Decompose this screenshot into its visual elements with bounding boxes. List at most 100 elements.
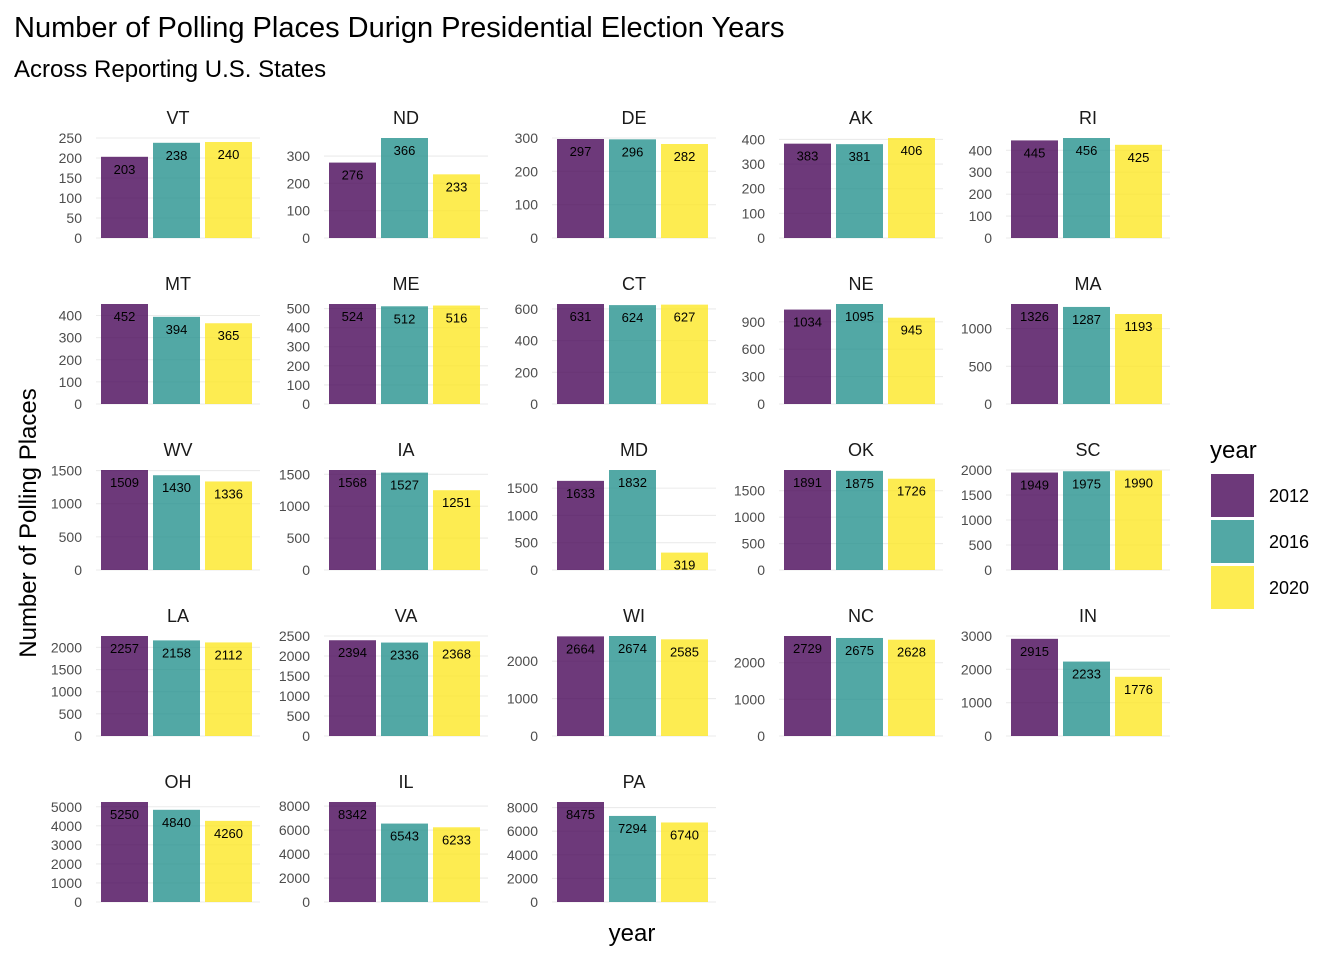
data-label: 282 xyxy=(674,149,696,164)
data-label: 627 xyxy=(674,310,696,325)
bar-2016 xyxy=(836,304,883,404)
y-tick-label: 600 xyxy=(742,341,766,357)
bar-2012 xyxy=(557,139,604,238)
facet-ri: RI 0 100 200 300 400 445 456 425 xyxy=(969,108,1170,246)
y-tick-label: 0 xyxy=(74,728,82,744)
bar-2016 xyxy=(836,144,883,238)
y-tick-label: 300 xyxy=(969,164,993,180)
y-tick-label: 400 xyxy=(742,131,766,147)
y-tick-label: 200 xyxy=(287,358,311,374)
y-tick-label: 200 xyxy=(287,175,311,191)
data-label: 394 xyxy=(166,322,188,337)
facet-mt: MT 0 100 200 300 400 452 394 365 xyxy=(59,274,260,412)
data-label: 1509 xyxy=(110,475,139,490)
data-label: 945 xyxy=(901,323,923,338)
y-tick-label: 0 xyxy=(984,230,992,246)
bar-2020 xyxy=(888,138,935,238)
y-tick-label: 250 xyxy=(59,130,83,146)
y-tick-label: 0 xyxy=(302,562,310,578)
facet-wi: WI 0 1000 2000 2664 2674 2585 xyxy=(507,606,716,744)
facet-pa: PA 0 2000 4000 6000 8000 8475 7294 6740 xyxy=(507,772,716,910)
bar-2016 xyxy=(836,637,883,736)
strip-label: IA xyxy=(397,440,414,460)
y-tick-label: 100 xyxy=(59,374,83,390)
y-tick-label: 0 xyxy=(984,396,992,412)
facet-ne: NE 0 300 600 900 1034 1095 945 xyxy=(742,274,943,412)
bar-2012 xyxy=(784,143,831,238)
y-tick-label: 1000 xyxy=(51,496,82,512)
y-axis-title: Number of Polling Places xyxy=(15,388,42,657)
legend-label-2020: 2020 xyxy=(1269,578,1309,598)
data-label: 2336 xyxy=(390,648,419,663)
y-tick-label: 2500 xyxy=(279,628,310,644)
bar-2016 xyxy=(381,642,428,736)
data-label: 1633 xyxy=(566,486,595,501)
bar-2012 xyxy=(101,304,148,404)
facet-la: LA 0 500 1000 1500 2000 2257 2158 2112 xyxy=(51,606,260,744)
facet-md: MD 0 500 1000 1500 1633 1832 319 xyxy=(507,440,716,578)
facet-vt: VT 0 50 100 150 200 250 203 238 240 xyxy=(59,108,260,246)
data-label: 240 xyxy=(218,147,240,162)
facet-il: IL 0 2000 4000 6000 8000 8342 6543 6233 xyxy=(279,772,488,910)
bar-2020 xyxy=(661,552,708,570)
y-tick-label: 4000 xyxy=(51,818,82,834)
strip-label: IL xyxy=(398,772,413,792)
x-axis-title: year xyxy=(609,920,656,947)
y-tick-label: 1500 xyxy=(279,466,310,482)
bar-2012 xyxy=(557,636,604,736)
data-label: 6233 xyxy=(442,832,471,847)
data-label: 2112 xyxy=(215,647,243,662)
bar-2012 xyxy=(784,636,831,736)
facet-nc: NC 0 1000 2000 2729 2675 2628 xyxy=(734,606,943,744)
bar-2016 xyxy=(381,823,428,902)
data-label: 406 xyxy=(901,143,923,158)
y-tick-label: 200 xyxy=(515,163,539,179)
y-tick-label: 0 xyxy=(74,562,82,578)
bar-2020 xyxy=(205,820,252,902)
y-tick-label: 1000 xyxy=(734,691,765,707)
bar-2020 xyxy=(1115,144,1162,238)
y-tick-label: 2000 xyxy=(961,462,992,478)
y-tick-label: 3000 xyxy=(51,837,82,853)
y-tick-label: 100 xyxy=(742,205,766,221)
strip-label: MT xyxy=(165,274,191,294)
legend-title: year xyxy=(1210,437,1257,464)
y-tick-label: 4000 xyxy=(507,847,538,863)
y-tick-label: 1000 xyxy=(51,875,82,891)
bar-2020 xyxy=(661,639,708,736)
data-label: 1326 xyxy=(1020,309,1049,324)
data-label: 7294 xyxy=(618,821,647,836)
data-label: 8475 xyxy=(566,807,595,822)
y-tick-label: 1000 xyxy=(51,684,82,700)
y-tick-label: 300 xyxy=(59,330,83,346)
data-label: 2585 xyxy=(670,644,699,659)
y-tick-label: 1000 xyxy=(961,512,992,528)
strip-label: VT xyxy=(166,108,189,128)
bar-2016 xyxy=(381,306,428,404)
bar-2012 xyxy=(329,162,376,238)
bar-2020 xyxy=(1115,470,1162,570)
y-tick-label: 2000 xyxy=(507,870,538,886)
data-label: 203 xyxy=(114,162,136,177)
bar-2016 xyxy=(153,316,200,404)
strip-label: SC xyxy=(1075,440,1100,460)
y-tick-label: 100 xyxy=(59,190,83,206)
y-tick-label: 1500 xyxy=(51,463,82,479)
strip-label: WI xyxy=(623,606,645,626)
y-tick-label: 1000 xyxy=(279,688,310,704)
y-tick-label: 1500 xyxy=(51,662,82,678)
y-tick-label: 500 xyxy=(515,535,539,551)
y-tick-label: 2000 xyxy=(51,639,82,655)
strip-label: IN xyxy=(1079,606,1097,626)
bar-2012 xyxy=(329,640,376,736)
bar-2020 xyxy=(433,827,480,902)
strip-label: OH xyxy=(165,772,192,792)
data-label: 297 xyxy=(570,144,592,159)
y-tick-label: 100 xyxy=(969,208,993,224)
bar-2012 xyxy=(784,470,831,570)
data-label: 516 xyxy=(446,311,468,326)
y-tick-label: 400 xyxy=(59,308,83,324)
y-tick-label: 0 xyxy=(74,230,82,246)
y-tick-label: 2000 xyxy=(279,870,310,886)
bar-2012 xyxy=(557,304,604,404)
